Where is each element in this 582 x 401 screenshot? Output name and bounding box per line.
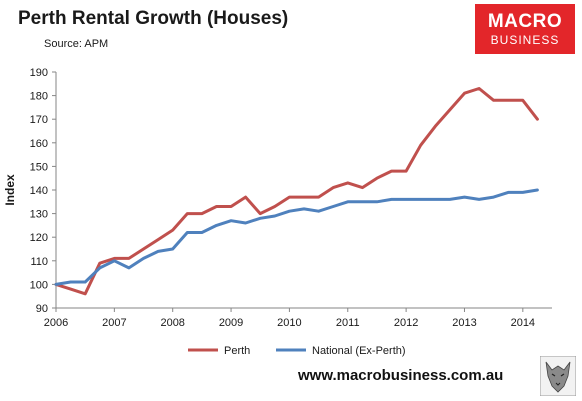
- series-line-perth: [54, 87, 539, 296]
- x-tick-label: 2006: [44, 317, 68, 329]
- y-tick-label: 150: [30, 161, 48, 173]
- y-axis-title: Index: [3, 174, 17, 206]
- logo-line-business: BUSINESS: [490, 33, 560, 47]
- y-tick-label: 110: [30, 256, 48, 268]
- y-tick-label: 180: [30, 91, 48, 103]
- y-tick-label: 160: [30, 138, 48, 150]
- x-tick-label: 2008: [160, 317, 184, 329]
- x-tick-label: 2012: [394, 317, 418, 329]
- footer-url[interactable]: www.macrobusiness.com.au: [298, 367, 504, 384]
- y-tick-label: 100: [30, 279, 48, 291]
- chart-legend: Perth National (Ex-Perth): [188, 345, 406, 357]
- chart-series: [54, 87, 539, 296]
- x-tick-label: 2007: [102, 317, 126, 329]
- wolf-mascot-icon: [540, 356, 576, 396]
- x-tick-label: 2011: [336, 317, 360, 329]
- x-tick-label: 2014: [511, 317, 535, 329]
- chart-source: Source: APM: [44, 38, 109, 50]
- x-tick-label: 2010: [277, 317, 301, 329]
- chart-axes: 90 100 110 120 130 140 150 160 170 180 190 2006 2007…: [3, 67, 552, 329]
- chart-title: Perth Rental Growth (Houses): [18, 8, 289, 29]
- x-tick-label: 2013: [452, 317, 476, 329]
- y-tick-label: 90: [36, 303, 48, 315]
- y-tick-label: 170: [30, 114, 48, 126]
- y-tick-label: 130: [30, 209, 48, 221]
- series-line-national-ex-perth: [54, 188, 539, 286]
- y-tick-label: 140: [30, 185, 48, 197]
- y-tick-label: 120: [30, 232, 48, 244]
- logo-line-macro: MACRO: [487, 11, 563, 32]
- y-tick-label: 190: [30, 67, 48, 79]
- legend-label-national-ex-perth: National (Ex-Perth): [312, 345, 406, 357]
- x-tick-label: 2009: [219, 317, 243, 329]
- macrobusiness-logo: MACRO BUSINESS: [475, 4, 575, 54]
- legend-label-perth: Perth: [224, 345, 250, 357]
